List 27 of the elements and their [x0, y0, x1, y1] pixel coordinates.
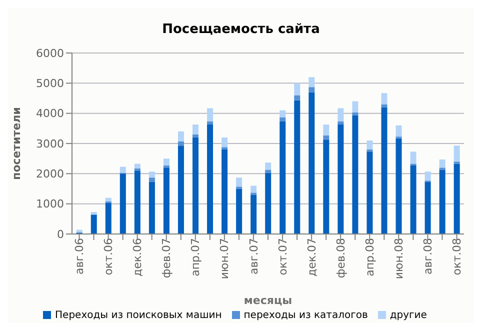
y-tick-label: 0	[57, 228, 64, 241]
x-tick-label: июн.07	[218, 238, 232, 280]
x-tick-label: апр.07	[189, 238, 202, 276]
y-tick-label: 1000	[36, 198, 64, 211]
x-tick-label: апр.08	[363, 238, 376, 276]
x-tick-label: авг.08	[422, 238, 435, 274]
x-tick-label: авг.07	[247, 238, 260, 274]
y-tick-label: 6000	[36, 46, 64, 60]
chart-title: Посещаемость сайта	[161, 22, 321, 37]
x-tick-label: дек.06	[131, 238, 144, 277]
x-tick-label: окт.06	[102, 238, 116, 276]
legend-label: другие	[390, 310, 427, 321]
y-tick-label: 2000	[36, 168, 64, 181]
y-tick-label: 3000	[36, 137, 64, 150]
legend-label: переходы из каталогов	[244, 310, 368, 321]
x-tick-label: окт.07	[276, 238, 290, 276]
y-tick-label: 4000	[36, 107, 64, 120]
x-tick-label: фев.07	[160, 238, 174, 278]
x-tick-label: июн.08	[392, 238, 406, 280]
x-tick-label: окт.08	[450, 238, 464, 276]
x-tick-label: фев.08	[334, 238, 348, 278]
y-tick-label: 5000	[36, 77, 64, 90]
y-axis-title: посетители	[10, 107, 23, 180]
legend-label: Переходы из поисковых машин	[55, 310, 222, 321]
x-axis-title: месяцы	[244, 294, 292, 307]
x-tick-label: авг.06	[73, 238, 86, 274]
x-tick-label: дек.07	[305, 238, 318, 277]
